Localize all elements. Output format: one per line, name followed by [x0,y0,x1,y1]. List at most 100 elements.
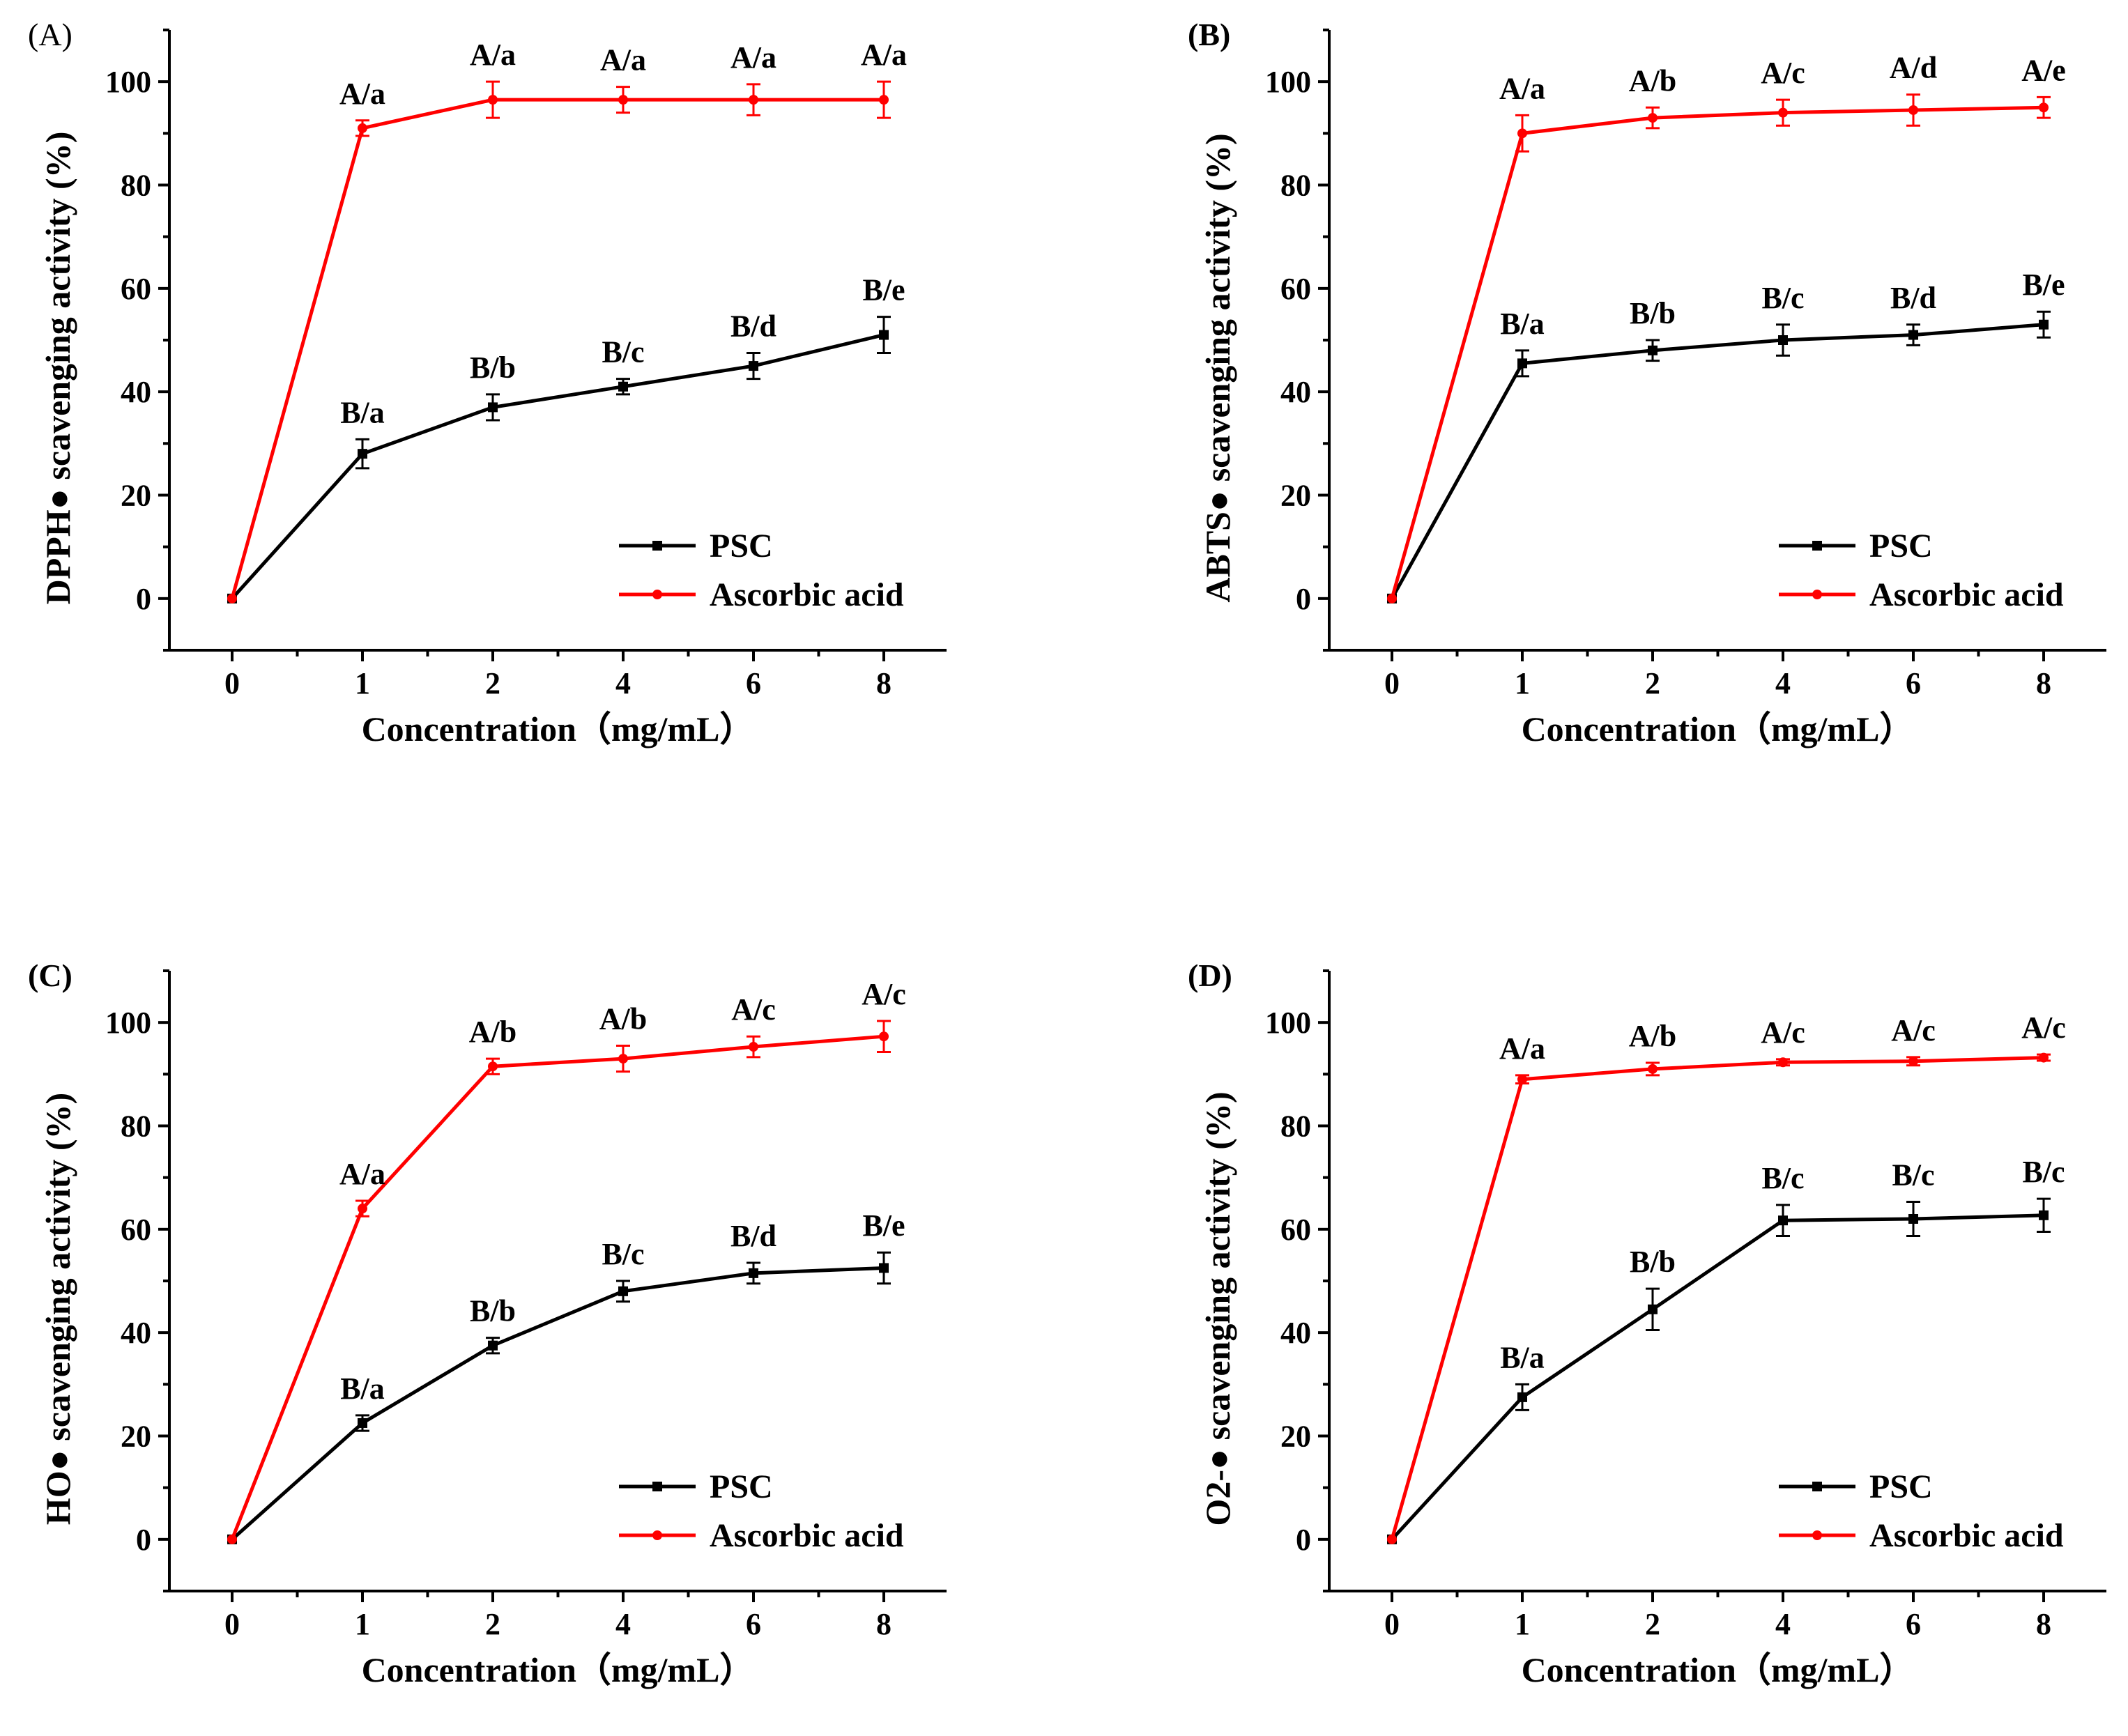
x-tick-label: 0 [1384,1607,1400,1641]
data-point [358,123,367,133]
series-line [230,1034,885,1540]
x-tick-label: 4 [1775,1607,1791,1641]
significance-label: B/a [340,1372,385,1406]
significance-label: A/a [600,43,646,77]
x-axis-title: Concentration（mg/mL） [362,1650,755,1689]
significance-label: A/c [1761,1015,1805,1050]
y-tick-label: 0 [136,1523,151,1557]
x-tick-label: 1 [1515,666,1530,700]
x-tick-label: 0 [224,1607,240,1641]
legend: PSC Ascorbic acid [619,528,904,613]
x-tick-label: 6 [1906,1607,1921,1641]
significance-label: B/d [730,1219,776,1253]
significance-label: B/b [1630,296,1676,330]
data-point [1778,107,1788,118]
data-point [488,402,498,413]
legend-marker [1812,1530,1822,1540]
significance-label: B/e [862,273,905,307]
data-point [358,449,367,459]
y-tick-label: 60 [121,272,151,306]
legend-marker [652,1482,662,1491]
legend: PSC Ascorbic acid [619,1468,904,1554]
data-point [1648,113,1658,123]
data-point [618,381,628,392]
legend-label: PSC [1869,1468,1933,1505]
data-point [879,1031,889,1042]
data-point [749,1042,758,1052]
significance-label: B/c [1761,281,1804,315]
series-ascorbic-acid: A/a A/a A/a A/a A/a [227,38,907,604]
y-tick-label: 60 [1280,272,1311,306]
legend-marker [652,590,662,599]
data-point [1778,1057,1788,1068]
series-psc: B/a B/b B/c B/d B/e [1387,268,2065,604]
x-axis-title: Concentration（mg/mL） [1522,709,1915,748]
data-point [2039,1052,2049,1063]
data-point [227,1534,237,1544]
legend-marker [1812,1482,1822,1491]
significance-label: A/a [1499,1031,1545,1066]
y-tick-label: 20 [121,1420,151,1454]
x-tick-label: 2 [485,1607,500,1641]
significance-label: B/c [602,335,644,369]
data-point [488,1061,498,1072]
legend: PSC Ascorbic acid [1779,1468,2064,1554]
data-point [879,330,889,340]
series-line [1390,105,2044,599]
y-tick-label: 40 [121,1316,151,1350]
significance-label: B/d [730,309,776,344]
significance-label: A/c [862,977,906,1011]
legend-label: Ascorbic acid [1869,1517,2064,1554]
x-tick-label: 8 [2036,1607,2051,1641]
significance-label: A/a [1499,71,1545,105]
data-point [1778,335,1788,345]
x-tick-label: 0 [1384,666,1400,700]
legend-label: Ascorbic acid [710,576,904,613]
significance-label: A/a [339,1157,385,1191]
series-line [231,333,885,600]
significance-label: B/b [470,351,516,385]
significance-label: B/c [1761,1161,1804,1195]
x-tick-label: 4 [615,1607,631,1641]
y-tick-label: 100 [1265,65,1311,99]
y-tick-label: 20 [1280,479,1311,513]
y-tick-label: 40 [1280,1316,1311,1350]
series-psc: B/a B/b B/c B/d B/e [227,273,905,604]
series-line [1391,1213,2044,1541]
data-point [1517,1392,1527,1402]
data-point [1517,128,1527,139]
series-psc: B/a B/b B/c B/d B/e [227,1208,905,1544]
x-tick-label: 4 [615,666,631,700]
significance-label: B/c [602,1237,644,1271]
legend-marker [1812,541,1822,551]
y-tick-label: 0 [1296,582,1311,616]
significance-label: A/c [731,992,776,1027]
x-tick-label: 6 [746,1607,761,1641]
y-tick-label: 0 [1296,1523,1311,1557]
significance-label: A/c [1761,56,1805,90]
x-tick-label: 6 [746,666,761,700]
significance-label: A/d [1890,51,1937,85]
y-axis-title: ABTS● scavenging activity (%) [1198,133,1237,602]
x-tick-label: 2 [1645,666,1660,700]
data-point [749,1268,758,1278]
legend-label: Ascorbic acid [710,1517,904,1554]
significance-label: B/a [1500,1340,1545,1374]
series-ascorbic-acid: A/a A/b A/b A/c A/c [227,977,906,1544]
x-axis-title: Concentration（mg/mL） [1522,1650,1915,1689]
legend-label: PSC [710,528,773,564]
chart-panel-a: (A) 0 20 40 60 80 100 0 1 2 4 6 8 Concentration（mg/mL… [28,17,947,748]
legend-label: PSC [710,1468,773,1505]
x-tick-label: 8 [2036,666,2051,700]
data-point [879,1263,889,1273]
y-tick-label: 80 [1280,1109,1311,1144]
chart-panel-c: (C) 0 20 40 60 80 100 0 1 2 4 6 8 Concentration（mg/mL… [28,958,947,1689]
significance-label: A/c [1891,1013,1936,1047]
significance-label: B/a [1500,307,1545,341]
data-point [2039,102,2049,113]
panel-label: (C) [28,958,72,993]
data-point [1908,105,1918,115]
data-point [488,1340,498,1351]
significance-label: B/a [340,395,385,429]
y-tick-label: 20 [121,479,151,513]
